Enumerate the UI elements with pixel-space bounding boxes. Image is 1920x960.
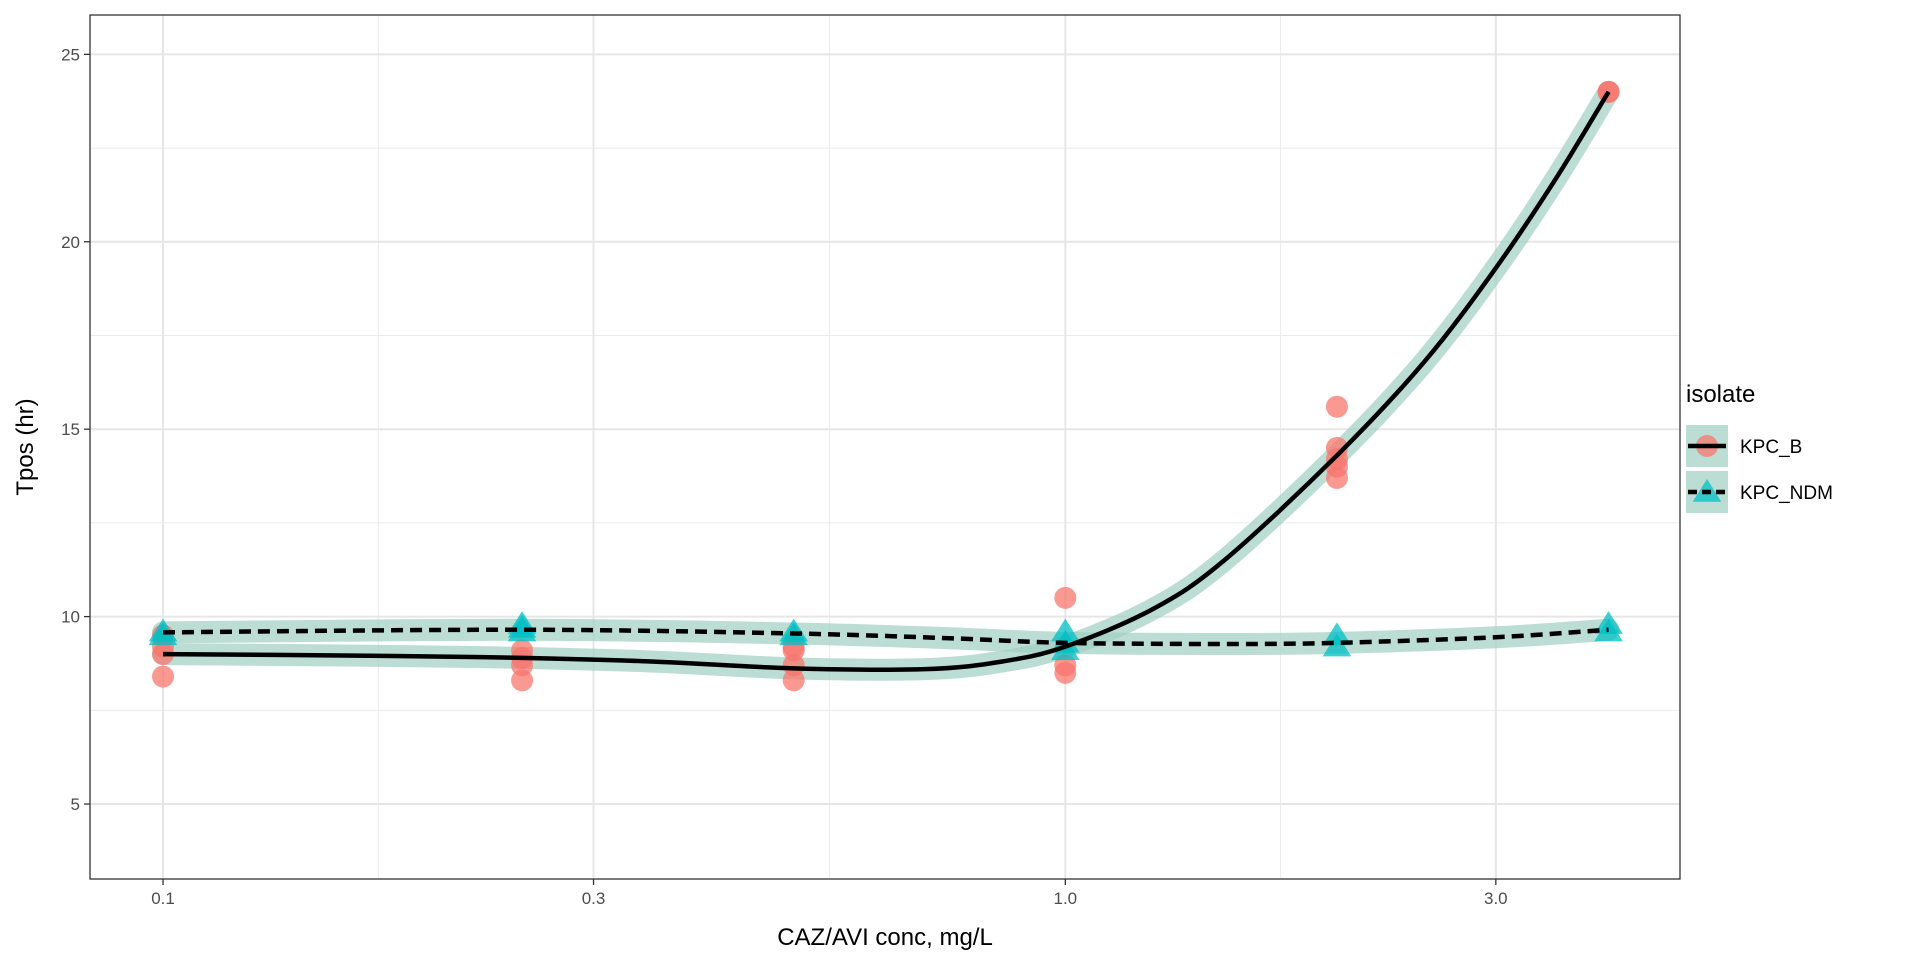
legend-label: KPC_B xyxy=(1740,437,1802,458)
x-axis: 0.1 0.3 1.0 3.0 xyxy=(151,879,1508,908)
data-points xyxy=(148,80,1623,692)
y-tick-label: 5 xyxy=(71,795,80,814)
point-kpc_b xyxy=(1325,466,1348,489)
confidence-ribbon-kpc_b xyxy=(152,80,1620,681)
x-tick-label: 0.3 xyxy=(582,889,606,908)
point-kpc_ndm xyxy=(507,618,537,642)
legend-item-kpc_ndm: KPC_NDM xyxy=(1686,471,1833,513)
smooth-ribbons xyxy=(152,80,1620,681)
x-tick-label: 3.0 xyxy=(1484,889,1508,908)
x-tick-label: 0.1 xyxy=(151,889,175,908)
smooth-lines xyxy=(162,90,1611,672)
legend: isolate KPC_B KPC_NDM xyxy=(1686,381,1833,513)
y-tick-label: 15 xyxy=(61,420,80,439)
point-kpc_b xyxy=(1325,395,1348,418)
point-kpc_ndm xyxy=(1322,633,1352,657)
major-gridlines xyxy=(90,15,1680,879)
legend-item-kpc_b: KPC_B xyxy=(1686,425,1802,467)
y-tick-label: 10 xyxy=(61,608,80,627)
x-axis-label: CAZ/AVI conc, mg/L xyxy=(777,924,993,951)
point-kpc_b xyxy=(152,665,175,688)
legend-label: KPC_NDM xyxy=(1740,483,1833,504)
minor-gridlines xyxy=(90,15,1680,879)
panel-border xyxy=(89,14,1681,880)
y-tick-label: 20 xyxy=(61,233,80,252)
point-kpc_b xyxy=(1054,586,1077,609)
y-tick-label: 25 xyxy=(61,45,80,64)
y-axis: 5 10 15 20 25 xyxy=(61,45,90,814)
point-kpc_b xyxy=(1054,661,1077,684)
point-kpc_ndm xyxy=(148,622,178,646)
point-kpc_b xyxy=(511,669,534,692)
point-kpc_b xyxy=(782,669,805,692)
legend-title: isolate xyxy=(1686,381,1755,408)
y-axis-label: Tpos (hr) xyxy=(12,398,39,495)
point-kpc_b xyxy=(1597,80,1620,103)
x-tick-label: 1.0 xyxy=(1053,889,1077,908)
smooth-line-kpc_b xyxy=(162,90,1611,672)
